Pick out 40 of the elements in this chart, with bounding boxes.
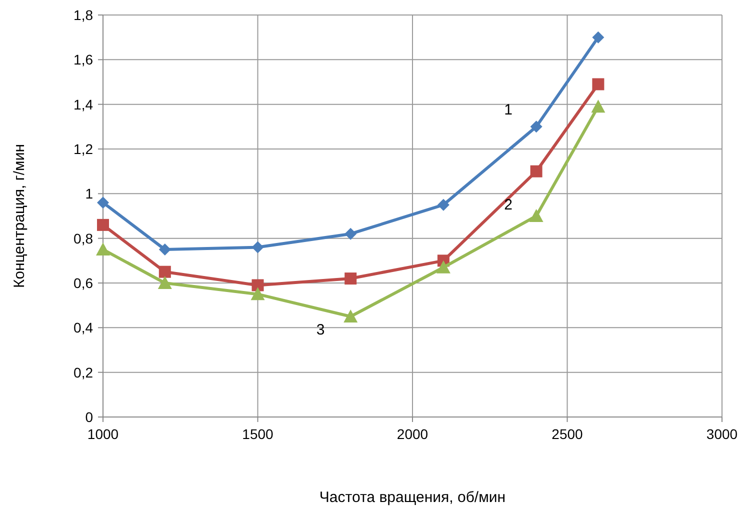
x-tick-label: 2000	[396, 426, 428, 442]
point	[158, 244, 171, 256]
point	[592, 31, 604, 44]
point	[436, 260, 450, 274]
y-tick-label: 1,8	[74, 7, 94, 23]
y-tick-label: 0	[85, 409, 94, 425]
point	[591, 100, 606, 113]
point	[530, 165, 542, 178]
point	[344, 310, 358, 322]
series-label: 3	[316, 322, 325, 338]
point	[530, 120, 542, 133]
x-axis-title: Частота вращения, об/мин	[319, 489, 506, 506]
y-tick-label: 1,2	[74, 141, 94, 157]
point	[437, 198, 450, 211]
y-tick-label: 1,4	[74, 96, 94, 112]
x-tick-label: 2500	[552, 426, 584, 442]
y-tick-label: 1	[85, 186, 94, 202]
y-tick-label: 0,2	[74, 364, 94, 380]
point	[344, 228, 357, 240]
y-tick-label: 0,8	[74, 230, 94, 246]
y-tick-label: 0,6	[74, 275, 94, 291]
point	[97, 196, 109, 209]
y-tick-label: 0,4	[74, 320, 94, 336]
point	[252, 241, 264, 254]
point	[252, 279, 264, 292]
x-tick-label: 3000	[706, 426, 738, 442]
point	[158, 276, 172, 289]
point	[529, 209, 544, 222]
point	[158, 266, 171, 278]
y-axis-title: Концентрация, г/мин	[11, 144, 28, 288]
series-label: 1	[504, 102, 512, 119]
point	[96, 242, 110, 256]
y-tick-label: 1,6	[74, 52, 94, 68]
x-tick-label: 1500	[242, 426, 274, 442]
point	[250, 287, 265, 300]
x-tick-label: 1000	[87, 426, 119, 442]
series-label: 2	[504, 196, 512, 214]
point	[592, 78, 604, 90]
point	[344, 272, 357, 285]
point	[97, 218, 109, 231]
